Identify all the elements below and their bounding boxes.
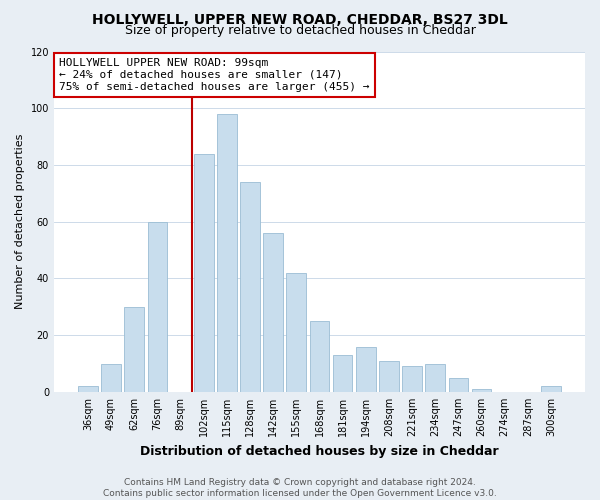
Bar	[148, 222, 167, 392]
Text: HOLLYWELL, UPPER NEW ROAD, CHEDDAR, BS27 3DL: HOLLYWELL, UPPER NEW ROAD, CHEDDAR, BS27…	[92, 12, 508, 26]
Bar	[78, 386, 98, 392]
Bar	[194, 154, 214, 392]
Bar	[402, 366, 422, 392]
Bar	[425, 364, 445, 392]
Bar	[286, 273, 306, 392]
Bar	[472, 389, 491, 392]
X-axis label: Distribution of detached houses by size in Cheddar: Distribution of detached houses by size …	[140, 444, 499, 458]
Bar	[541, 386, 561, 392]
Bar	[449, 378, 468, 392]
Bar	[263, 233, 283, 392]
Text: Contains HM Land Registry data © Crown copyright and database right 2024.
Contai: Contains HM Land Registry data © Crown c…	[103, 478, 497, 498]
Text: HOLLYWELL UPPER NEW ROAD: 99sqm
← 24% of detached houses are smaller (147)
75% o: HOLLYWELL UPPER NEW ROAD: 99sqm ← 24% of…	[59, 58, 370, 92]
Bar	[379, 360, 399, 392]
Y-axis label: Number of detached properties: Number of detached properties	[15, 134, 25, 310]
Bar	[240, 182, 260, 392]
Bar	[217, 114, 236, 392]
Bar	[124, 307, 144, 392]
Bar	[101, 364, 121, 392]
Bar	[310, 321, 329, 392]
Text: Size of property relative to detached houses in Cheddar: Size of property relative to detached ho…	[125, 24, 475, 37]
Bar	[333, 355, 352, 392]
Bar	[356, 346, 376, 392]
